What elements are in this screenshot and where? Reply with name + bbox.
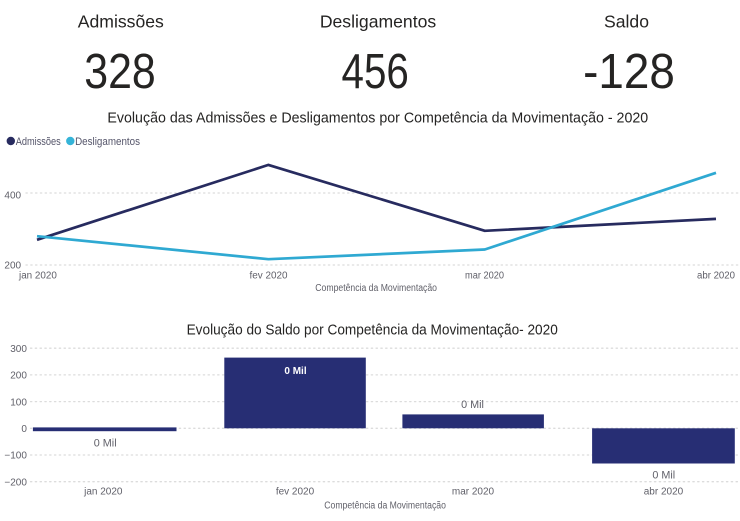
svg-text:Saldo: Saldo [604, 12, 649, 32]
svg-text:−200: −200 [4, 477, 27, 488]
svg-text:Admissões: Admissões [16, 136, 62, 148]
svg-text:Evolução do Saldo por Competên: Evolução do Saldo por Competência da Mov… [187, 322, 558, 339]
svg-text:200: 200 [4, 260, 21, 271]
svg-text:Competência da Movimentação: Competência da Movimentação [315, 283, 437, 294]
svg-text:Competência da Movimentação: Competência da Movimentação [324, 501, 446, 512]
svg-text:mar 2020: mar 2020 [465, 271, 504, 282]
svg-text:0 Mil: 0 Mil [284, 366, 306, 377]
svg-text:abr 2020: abr 2020 [644, 486, 684, 497]
svg-text:400: 400 [4, 191, 21, 202]
svg-text:fev 2020: fev 2020 [250, 271, 288, 282]
svg-text:0 Mil: 0 Mil [94, 438, 117, 450]
svg-text:0 Mil: 0 Mil [461, 399, 484, 411]
svg-text:456: 456 [342, 43, 409, 99]
svg-text:300: 300 [10, 344, 27, 355]
svg-text:0 Mil: 0 Mil [652, 470, 675, 482]
svg-text:jan 2020: jan 2020 [18, 271, 57, 282]
svg-text:abr 2020: abr 2020 [697, 271, 735, 282]
svg-text:fev 2020: fev 2020 [276, 486, 315, 497]
svg-text:200: 200 [10, 371, 27, 382]
svg-text:Admissões: Admissões [78, 12, 164, 32]
svg-text:−100: −100 [4, 451, 27, 462]
svg-text:Evolução das Admissões e Desli: Evolução das Admissões e Desligamentos p… [107, 109, 648, 126]
svg-text:0: 0 [21, 424, 27, 435]
svg-text:100: 100 [10, 397, 27, 408]
svg-text:Desligamentos: Desligamentos [75, 136, 140, 148]
svg-text:mar 2020: mar 2020 [452, 486, 495, 497]
svg-text:-128: -128 [583, 45, 675, 100]
svg-text:Desligamentos: Desligamentos [320, 12, 437, 32]
svg-text:328: 328 [84, 43, 156, 98]
svg-text:jan 2020: jan 2020 [83, 486, 123, 497]
